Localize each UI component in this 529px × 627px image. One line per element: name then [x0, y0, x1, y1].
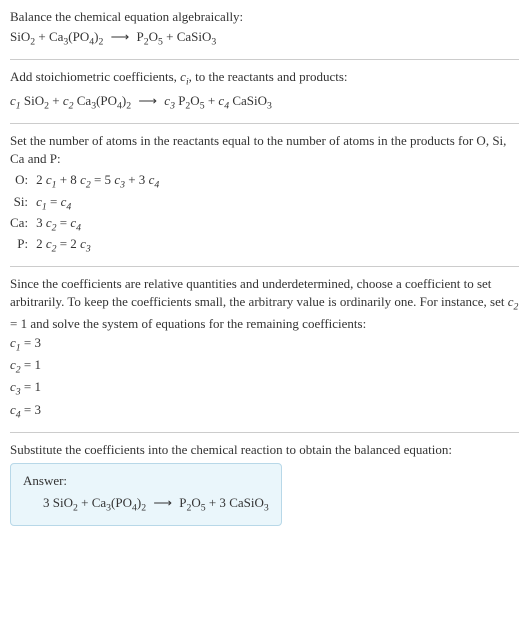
- plus: +: [163, 29, 177, 44]
- coef-ci: ci: [180, 69, 189, 84]
- species-casio3: CaSiO3: [232, 93, 272, 108]
- section-solve: Since the coefficients are relative quan…: [0, 267, 529, 432]
- section-answer: Substitute the coefficients into the che…: [0, 433, 529, 537]
- equation-balanced: 3 SiO2 + Ca3(PO4)2 ⟶ P2O5 + 3 CaSiO3: [23, 494, 269, 515]
- plus: +: [205, 93, 219, 108]
- answer-intro: Substitute the coefficients into the che…: [10, 441, 519, 459]
- solved-c2: c2 = 1: [10, 356, 519, 377]
- plus: +: [49, 93, 63, 108]
- species-ca3po42: Ca3(PO4)2: [92, 495, 146, 510]
- reaction-arrow: ⟶: [107, 29, 134, 44]
- row-label-o: O:: [10, 171, 36, 192]
- species-sio2: SiO2: [10, 29, 35, 44]
- solve-intro: Since the coefficients are relative quan…: [10, 275, 519, 333]
- row-eq-p: 2 c2 = 2 c3: [36, 235, 159, 256]
- row-label-p: P:: [10, 235, 36, 256]
- coef-c1: c1: [10, 93, 21, 108]
- solved-c1: c1 = 3: [10, 334, 519, 355]
- species-p2o5: P2O5: [179, 495, 205, 510]
- answer-box: Answer: 3 SiO2 + Ca3(PO4)2 ⟶ P2O5 + 3 Ca…: [10, 463, 282, 526]
- table-row: Ca: 3 c2 = c4: [10, 214, 159, 235]
- coef-c2: c2: [63, 93, 74, 108]
- table-row: Si: c1 = c4: [10, 193, 159, 214]
- row-eq-si: c1 = c4: [36, 193, 159, 214]
- table-row: O: 2 c1 + 8 c2 = 5 c3 + 3 c4: [10, 171, 159, 192]
- section-add-coeffs: Add stoichiometric coefficients, ci, to …: [0, 60, 529, 122]
- atom-balance-table: O: 2 c1 + 8 c2 = 5 c3 + 3 c4 Si: c1 = c4…: [10, 171, 159, 256]
- row-eq-o: 2 c1 + 8 c2 = 5 c3 + 3 c4: [36, 171, 159, 192]
- row-label-si: Si:: [10, 193, 36, 214]
- species-ca3po42: Ca3(PO4)2: [77, 93, 131, 108]
- atom-balance-intro: Set the number of atoms in the reactants…: [10, 132, 519, 168]
- solved-c3: c3 = 1: [10, 378, 519, 399]
- reaction-arrow: ⟶: [149, 495, 176, 510]
- coef-c3: c3: [164, 93, 175, 108]
- row-label-ca: Ca:: [10, 214, 36, 235]
- equation-with-coeffs: c1 SiO2 + c2 Ca3(PO4)2 ⟶ c3 P2O5 + c4 Ca…: [10, 92, 519, 113]
- species-casio3: CaSiO3: [229, 495, 269, 510]
- species-ca3po42: Ca3(PO4)2: [49, 29, 103, 44]
- table-row: P: 2 c2 = 2 c3: [10, 235, 159, 256]
- section-balance: Balance the chemical equation algebraica…: [0, 0, 529, 59]
- species-casio3: CaSiO3: [177, 29, 217, 44]
- species-p2o5: P2O5: [136, 29, 162, 44]
- coef-c2: c2: [508, 294, 519, 309]
- answer-label: Answer:: [23, 472, 269, 490]
- species-p2o5: P2O5: [178, 93, 204, 108]
- add-coeffs-intro: Add stoichiometric coefficients, ci, to …: [10, 68, 519, 89]
- solved-c4: c4 = 3: [10, 401, 519, 422]
- row-eq-ca: 3 c2 = c4: [36, 214, 159, 235]
- species-sio2: SiO2: [53, 495, 78, 510]
- balance-intro: Balance the chemical equation algebraica…: [10, 8, 519, 26]
- equation-unbalanced: SiO2 + Ca3(PO4)2 ⟶ P2O5 + CaSiO3: [10, 28, 519, 49]
- section-atom-balance: Set the number of atoms in the reactants…: [0, 124, 529, 266]
- plus: +: [78, 495, 92, 510]
- reaction-arrow: ⟶: [134, 93, 161, 108]
- species-sio2: SiO2: [24, 93, 49, 108]
- plus: +: [35, 29, 49, 44]
- coef-c4: c4: [218, 93, 229, 108]
- solved-coefficients: c1 = 3 c2 = 1 c3 = 1 c4 = 3: [10, 334, 519, 422]
